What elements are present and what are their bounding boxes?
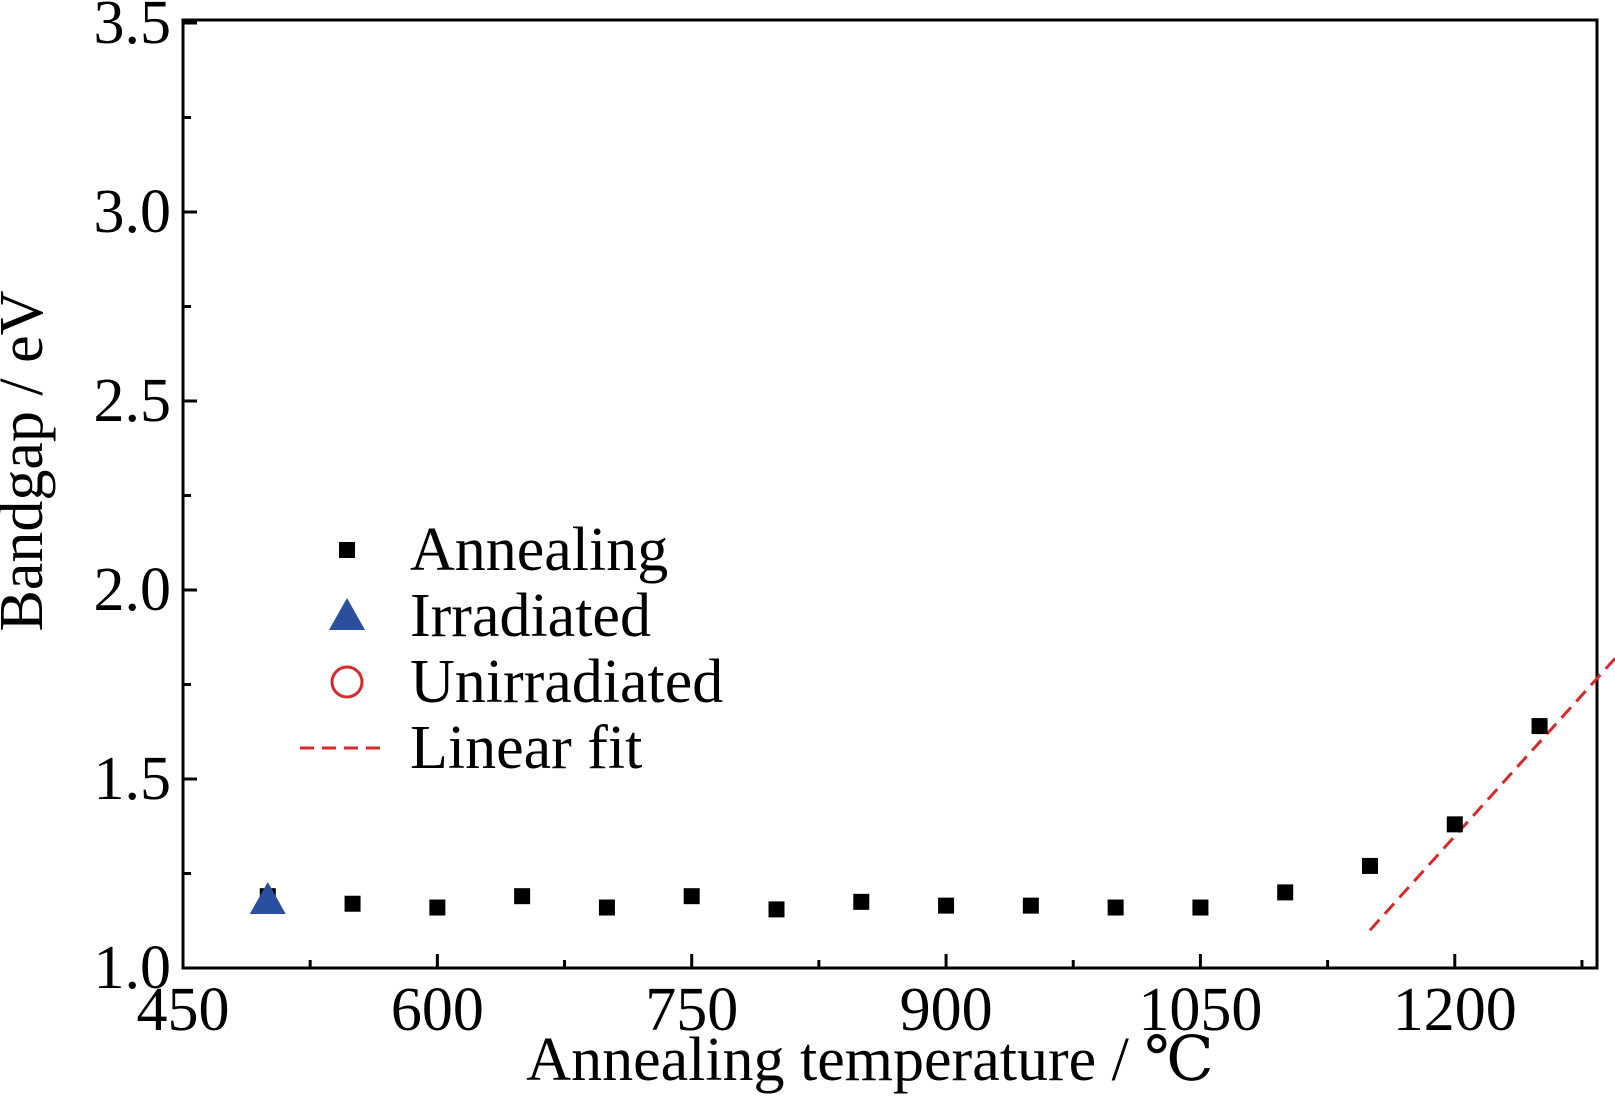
y-tick-label: 1.5: [94, 745, 172, 813]
y-tick-label: 3.5: [94, 0, 172, 57]
plot-frame: [181, 18, 1599, 970]
x-tick-label: 1200: [1393, 976, 1517, 1044]
x-tick-label: 750: [645, 976, 738, 1044]
y-tick-label: 3.0: [94, 178, 172, 246]
x-tick-label: 1050: [1138, 976, 1262, 1044]
annealing-point: [938, 897, 955, 914]
y-axis-title: Bandgap / eV: [0, 290, 56, 631]
legend-unirradiated-marker: [330, 665, 364, 699]
x-axis-ticks: 45060075090010501200135015001650: [137, 954, 1584, 1044]
annealing-point: [1361, 857, 1378, 874]
annealing-point: [514, 888, 531, 905]
irradiated-point: [249, 881, 286, 914]
annealing-point: [768, 901, 785, 918]
x-tick-label: 900: [900, 976, 993, 1044]
annealing-point: [1192, 899, 1209, 916]
y-tick-label: 2.5: [94, 367, 172, 435]
x-tick-label: 450: [137, 976, 230, 1044]
annealing-point: [1446, 816, 1463, 833]
annealing-point: [1277, 884, 1294, 901]
annealing-point: [1022, 897, 1039, 914]
x-tick-label: 600: [391, 976, 484, 1044]
legend-irradiated-marker: [329, 598, 365, 630]
y-tick-label: 1.0: [94, 934, 172, 1002]
annealing-point: [429, 899, 446, 916]
legend-label: Linear fit: [410, 714, 642, 782]
x-axis-title: Annealing temperature / ℃: [526, 1026, 1213, 1094]
annealing-point: [1531, 718, 1548, 735]
annealing-point: [1107, 899, 1124, 916]
annealing-point: [853, 893, 870, 910]
annealing-point: [344, 895, 361, 912]
annealing-point: [683, 888, 700, 905]
y-tick-label: 2.0: [94, 556, 172, 624]
annealing-point: [598, 899, 615, 916]
linear-fit-layer: [1368, 656, 1615, 932]
legend-label: Unirradiated: [410, 648, 723, 716]
legend-label: Irradiated: [410, 582, 651, 650]
legend-label: Annealing: [410, 516, 668, 584]
linear-fit-line: [1368, 656, 1615, 932]
y-axis-ticks: 1.0 1.5 2.0 2.5 3.0 3.5: [94, 0, 197, 1002]
data-points-layer: [249, 718, 1548, 918]
legend-annealing-marker: [339, 542, 355, 558]
